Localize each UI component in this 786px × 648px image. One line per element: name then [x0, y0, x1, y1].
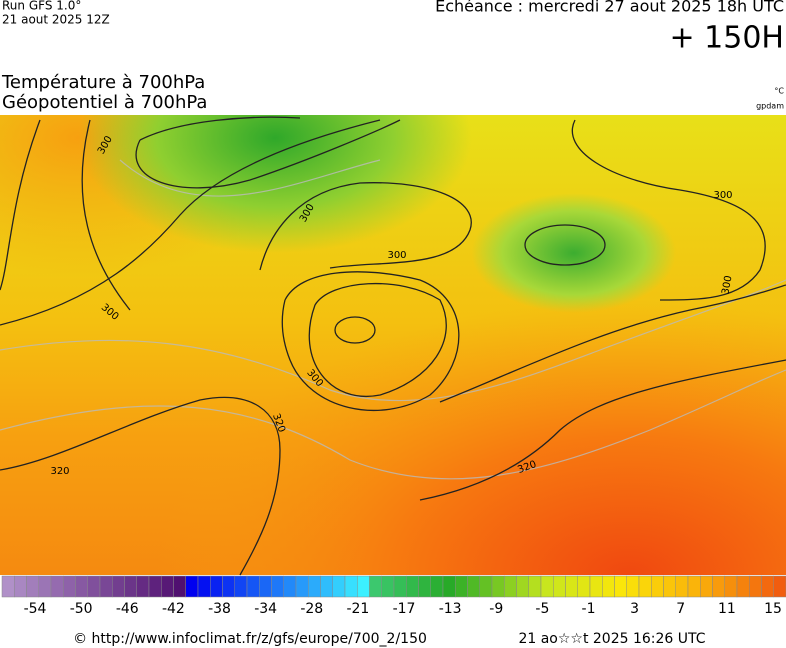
colorbar-swatch [99, 575, 113, 598]
colorbar-swatch [332, 575, 346, 598]
colorbar-swatch [418, 575, 431, 598]
contour-label: 300 [713, 190, 732, 201]
colorbar-swatch [773, 575, 786, 598]
colorbar-swatch [736, 575, 750, 598]
colorbar-swatch [38, 575, 52, 598]
colorbar-swatch [430, 575, 444, 598]
colorbar-swatch [50, 575, 64, 598]
colorbar-label: -50 [70, 601, 93, 617]
colorbar-swatch [479, 575, 493, 598]
colorbar-swatch [455, 575, 468, 598]
colorbar-swatch [540, 575, 554, 598]
lead-time: + 150H [670, 21, 785, 56]
unit: gpdam [756, 102, 784, 111]
colorbar-swatch [234, 575, 248, 598]
colorbar-swatch [406, 575, 419, 598]
colorbar-swatch [712, 575, 725, 598]
contour-label: 320 [50, 466, 69, 477]
colorbar-label: 11 [718, 601, 736, 617]
colorbar-swatch [589, 575, 603, 598]
colorbar-swatch [26, 575, 39, 598]
colorbar-swatch [369, 575, 382, 598]
colorbar-swatch [663, 575, 676, 598]
colorbar-swatch [75, 575, 88, 598]
colorbar-swatch [112, 575, 125, 598]
colorbar-label: -21 [346, 601, 369, 617]
colorbar-label: -38 [208, 601, 231, 617]
colorbar-label: -34 [254, 601, 277, 617]
map [0, 115, 786, 576]
colorbar-label: -46 [116, 601, 139, 617]
colorbar-swatch [749, 575, 762, 598]
colorbar-swatch [614, 575, 627, 598]
colorbar-swatch [63, 575, 76, 598]
colorbar-swatch [442, 575, 456, 598]
title: Température à 700hPa [1, 72, 205, 93]
colorbar-swatch [14, 575, 27, 598]
colorbar-label: 7 [676, 601, 685, 617]
colorbar-swatch [638, 575, 652, 598]
colorbar-label: 15 [764, 601, 782, 617]
timestamp: 21 ao☆☆t 2025 16:26 UTC [518, 631, 705, 647]
contour-label: 300 [720, 275, 734, 296]
colorbar-swatch [467, 575, 480, 598]
colorbar-label: -42 [162, 601, 185, 617]
colorbar-swatch [344, 575, 358, 598]
colorbar-swatch [148, 575, 162, 598]
colorbar-label: -17 [393, 601, 416, 617]
colorbar-swatch [357, 575, 370, 598]
colorbar: -54 -50 -46 -42 -38 -34 -28 -21 -17 -13 -9 -5 -1 3 7 11… [1, 575, 786, 617]
colorbar-swatch [626, 575, 640, 598]
colorbar-swatch [381, 575, 395, 598]
colorbar-swatch [761, 575, 774, 598]
colorbar-swatch [504, 575, 517, 598]
colorbar-swatch [528, 575, 542, 598]
colorbar-swatch [283, 575, 297, 598]
colorbar-swatch [259, 575, 272, 598]
colorbar-swatch [577, 575, 591, 598]
colorbar-swatch [210, 575, 223, 598]
colorbar-label: -54 [24, 601, 47, 617]
colorbar-swatch [197, 575, 211, 598]
colorbar-swatch [700, 575, 713, 598]
colorbar-swatch [1, 575, 15, 598]
colorbar-swatch [687, 575, 701, 598]
colorbar-label: -28 [300, 601, 323, 617]
colorbar-swatch [124, 575, 137, 598]
colorbar-swatch [173, 575, 186, 598]
colorbar-swatch [565, 575, 578, 598]
run-date: 21 aout 2025 12Z [2, 13, 110, 27]
unit: °C [774, 87, 784, 96]
colorbar-swatch [651, 575, 664, 598]
colorbar-label: -5 [535, 601, 549, 617]
contour-label: 300 [387, 250, 406, 261]
colorbar-swatch [491, 575, 505, 598]
colorbar-swatch [222, 575, 235, 598]
colorbar-swatch [295, 575, 309, 598]
colorbar-swatch [161, 575, 174, 598]
colorbar-swatch [320, 575, 333, 598]
colorbar-swatch [602, 575, 615, 598]
colorbar-label: -1 [582, 601, 596, 617]
colorbar-swatch [675, 575, 689, 598]
colorbar-swatch [185, 575, 199, 598]
title: Géopotentiel à 700hPa [2, 92, 207, 113]
colorbar-swatch [724, 575, 738, 598]
colorbar-swatch [553, 575, 566, 598]
colorbar-swatch [87, 575, 101, 598]
colorbar-label: -9 [489, 601, 503, 617]
run-label: Run GFS 1.0° [2, 0, 81, 13]
colorbar-swatch [308, 575, 321, 598]
source-url: © http://www.infoclimat.fr/z/gfs/europe/… [73, 631, 427, 647]
colorbar-swatch [516, 575, 529, 598]
colorbar-label: 3 [630, 601, 639, 617]
colorbar-label: -13 [439, 601, 462, 617]
colorbar-swatch [271, 575, 284, 598]
colorbar-swatch [246, 575, 260, 598]
colorbar-swatch [136, 575, 150, 598]
colorbar-swatch [393, 575, 407, 598]
forecast-time: Echéance : mercredi 27 aout 2025 18h UTC [435, 0, 784, 16]
